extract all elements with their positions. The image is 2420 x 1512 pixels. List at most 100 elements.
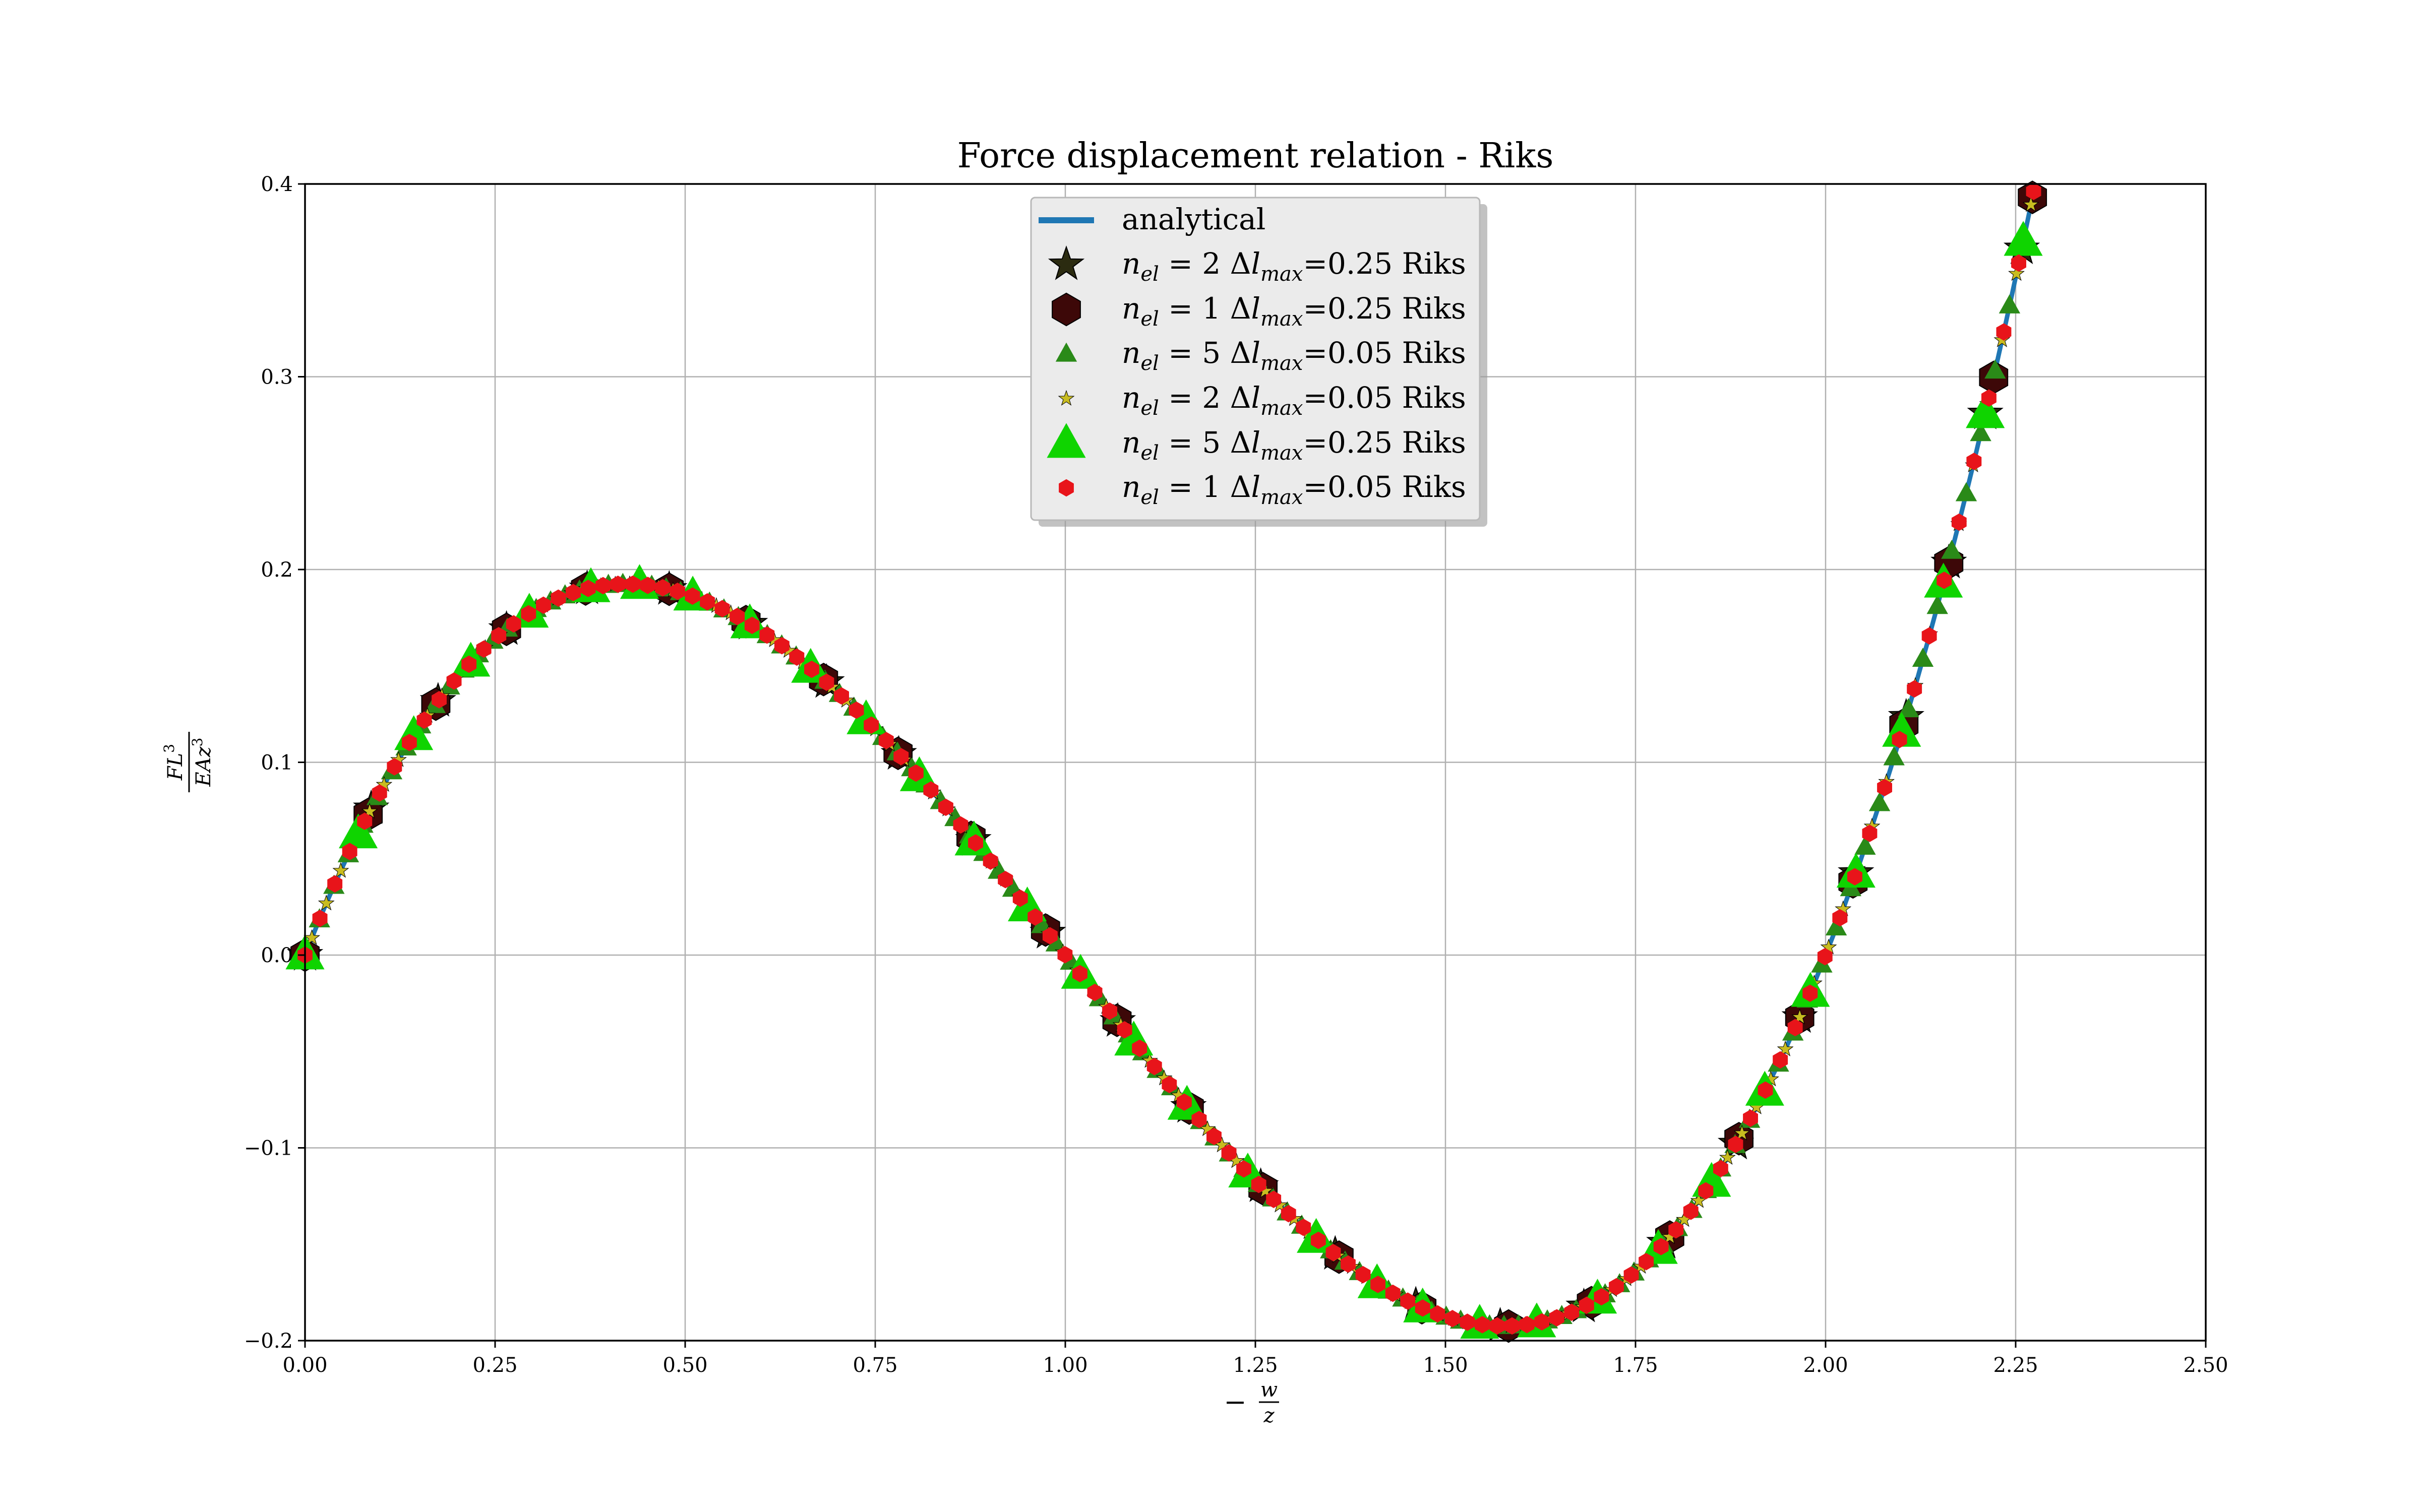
data-point: [1698, 1182, 1714, 1200]
data-point: [342, 843, 357, 860]
markers-layer: [285, 180, 2047, 1343]
data-point: [893, 747, 909, 766]
svg-text:−: −: [1224, 1386, 1246, 1418]
y-tick-label: −0.1: [244, 1137, 293, 1160]
data-point: [1951, 513, 1967, 531]
data-point: [361, 802, 378, 819]
data-point: [1415, 1299, 1430, 1317]
data-point: [1854, 835, 1876, 855]
data-point: [1012, 889, 1028, 907]
ticks: 0.00 0.25 0.50 0.75 1.00 1.25 1.50 1.75 2.00 2.25…: [244, 173, 2228, 1377]
x-tick-label: 2.00: [1803, 1354, 1848, 1377]
data-point: [1787, 1019, 1803, 1037]
legend-entry: nel = 1 Δlmax=0.05 Riks: [1059, 470, 1466, 509]
data-point: [1027, 908, 1043, 926]
data-point: [402, 734, 417, 751]
data-point: [1444, 1310, 1460, 1328]
x-tick-label: 0.75: [853, 1354, 897, 1377]
legend-marker-swatch: [1047, 423, 1086, 458]
data-point: [2026, 182, 2041, 201]
data-point: [1221, 1144, 1237, 1162]
y-tick-label: 0.3: [261, 366, 293, 389]
legend-marker-swatch: [1048, 245, 1085, 280]
data-point: [1176, 1093, 1192, 1111]
data-point: [998, 870, 1013, 889]
data-point: [789, 648, 805, 666]
data-point: [1460, 1313, 1475, 1331]
data-point: [1266, 1190, 1282, 1208]
data-point: [1341, 1255, 1356, 1273]
data-point: [1882, 712, 1921, 747]
data-point: [2022, 196, 2039, 212]
data-point: [1996, 323, 2012, 341]
data-point: [312, 909, 328, 927]
data-point: [2008, 265, 2025, 281]
data-point: [387, 758, 402, 776]
legend-label: analytical: [1122, 202, 1265, 236]
data-point: [1817, 948, 1833, 966]
legend-label: nel = 5 Δlmax=0.25 Riks: [1122, 425, 1466, 465]
legend-box: [1030, 197, 1481, 521]
data-point: [1743, 1109, 1758, 1127]
data-point: [1981, 389, 1996, 407]
y-tick-label: 0.1: [261, 751, 293, 775]
data-point: [1728, 1136, 1743, 1153]
data-point: [983, 852, 998, 870]
legend-marker-swatch: [1059, 479, 1074, 497]
data-point: [580, 580, 596, 597]
data-point: [1802, 984, 1818, 1002]
data-point: [1733, 1124, 1750, 1141]
data-point: [2011, 254, 2026, 272]
data-point: [1236, 1160, 1251, 1178]
data-point: [318, 895, 335, 911]
data-point: [1653, 1238, 1669, 1255]
data-point: [1825, 916, 1847, 935]
data-point: [640, 577, 655, 594]
data-point: [1251, 1175, 1266, 1193]
x-tick-label: 0.50: [662, 1354, 707, 1377]
data-point: [953, 816, 969, 834]
data-point: [1683, 1203, 1699, 1220]
chart-title: Force displacement relation - Riks: [957, 136, 1554, 176]
data-point: [1921, 627, 1937, 645]
x-tick-label: 1.00: [1043, 1354, 1087, 1377]
data-point: [476, 640, 492, 658]
x-tick-label: 0.25: [472, 1354, 517, 1377]
data-point: [1937, 572, 1952, 589]
data-point: [610, 576, 626, 593]
data-point: [1892, 730, 1907, 748]
data-point: [685, 587, 700, 605]
data-point: [1564, 1303, 1580, 1321]
legend-entry: nel = 5 Δlmax=0.25 Riks: [1047, 423, 1466, 465]
data-point: [864, 716, 879, 734]
data-point: [774, 637, 790, 655]
data-point: [1984, 359, 2006, 379]
legend-label: nel = 1 Δlmax=0.25 Riks: [1122, 291, 1466, 331]
data-point: [1847, 868, 1862, 886]
data-point: [1310, 1231, 1326, 1249]
data-point: [1639, 1253, 1654, 1271]
legend-label: nel = 2 Δlmax=0.25 Riks: [1122, 246, 1466, 286]
y-tick-label: 0.0: [261, 944, 293, 967]
data-point: [1862, 825, 1878, 842]
data-point: [566, 584, 581, 601]
legend-entry: analytical: [1039, 202, 1265, 236]
data-point: [372, 784, 387, 802]
data-point: [1206, 1127, 1222, 1146]
data-point: [1355, 1266, 1371, 1284]
data-point: [1791, 1009, 1808, 1025]
data-point: [1594, 1288, 1609, 1306]
data-point: [1031, 914, 1053, 933]
data-point: [432, 691, 447, 709]
data-point: [849, 701, 864, 719]
data-point: [1966, 393, 2005, 428]
data-point: [1057, 946, 1073, 964]
data-point: [1087, 983, 1103, 1001]
data-point: [327, 875, 343, 893]
data-point: [878, 732, 894, 749]
data-point: [1296, 1218, 1311, 1236]
data-point: [1549, 1309, 1564, 1327]
data-point: [1970, 422, 1991, 442]
data-point: [938, 798, 953, 816]
legend-entry: nel = 2 Δlmax=0.05 Riks: [1058, 381, 1466, 420]
